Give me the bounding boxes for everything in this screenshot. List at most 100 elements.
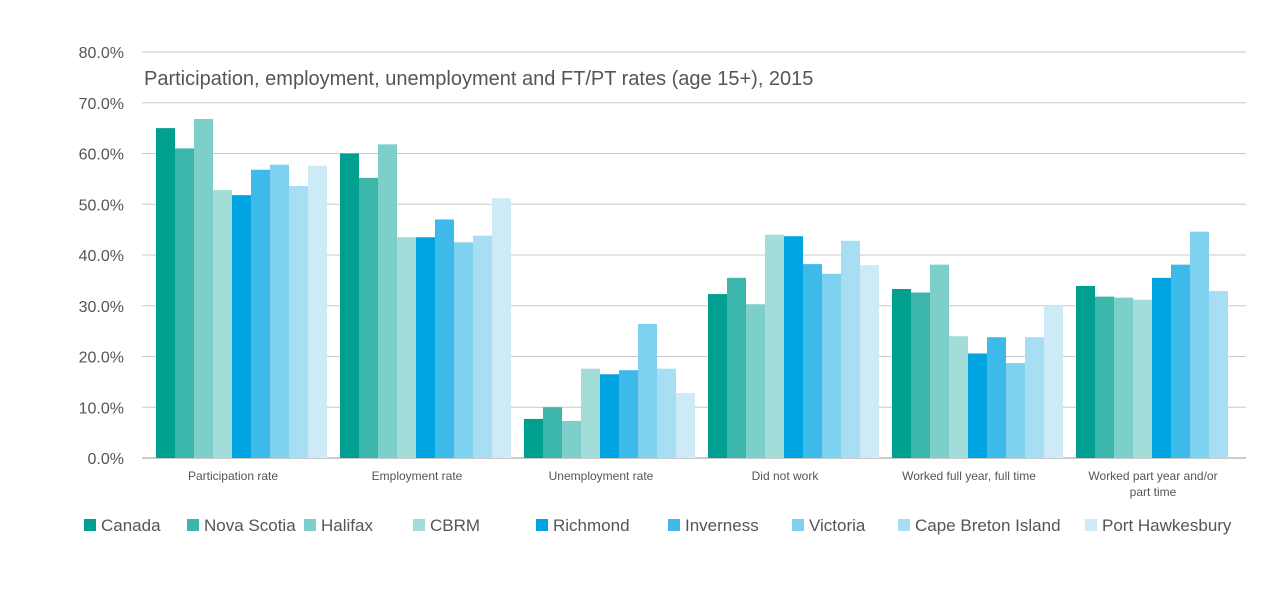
- bar-cape-breton-island: [1209, 291, 1228, 458]
- x-tick-label: Worked part year and/or: [1088, 469, 1217, 483]
- bar-canada: [340, 153, 359, 458]
- legend-swatch: [668, 519, 680, 531]
- y-axis: 0.0% 10.0% 20.0% 30.0% 40.0% 50.0% 60.0% 70.0% 8…: [79, 45, 124, 468]
- legend-item: Victoria: [792, 516, 866, 535]
- bar-inverness: [803, 264, 822, 458]
- bar-richmond: [232, 195, 251, 459]
- x-axis: Participation rate Employment rate Unemplo…: [188, 469, 1218, 499]
- x-tick-label: part time: [1130, 485, 1177, 499]
- bar-cbrm: [213, 190, 232, 459]
- legend-item: CBRM: [413, 516, 480, 535]
- bar-cbrm: [765, 234, 784, 458]
- legend-item: Port Hawkesbury: [1085, 516, 1232, 535]
- legend-swatch: [1085, 519, 1097, 531]
- bar-halifax: [1114, 297, 1133, 458]
- bar-cape-breton-island: [473, 235, 492, 458]
- legend-label: Cape Breton Island: [915, 516, 1061, 535]
- bar-nova-scotia: [911, 292, 930, 458]
- bar-halifax: [378, 144, 397, 459]
- bar-victoria: [454, 242, 473, 458]
- y-tick-label: 20.0%: [79, 350, 124, 367]
- bar-halifax: [194, 118, 213, 459]
- bar-cbrm: [949, 336, 968, 458]
- y-tick-label: 30.0%: [79, 299, 124, 316]
- bar-halifax: [930, 264, 949, 458]
- bar-nova-scotia: [175, 148, 194, 459]
- bar-cbrm: [581, 368, 600, 458]
- y-tick-label: 10.0%: [79, 400, 124, 417]
- legend-swatch: [413, 519, 425, 531]
- bar-port-hawkesbury: [1044, 305, 1063, 458]
- bar-richmond: [784, 236, 803, 458]
- legend-label: Richmond: [553, 516, 630, 535]
- bar-nova-scotia: [543, 407, 562, 458]
- bar-canada: [524, 418, 543, 458]
- bar-cape-breton-island: [841, 240, 860, 458]
- bar-halifax: [562, 420, 581, 458]
- legend-label: Halifax: [321, 516, 373, 535]
- bar-nova-scotia: [1095, 296, 1114, 458]
- legend-item: Cape Breton Island: [898, 516, 1061, 535]
- legend-swatch: [304, 519, 316, 531]
- bar-port-hawkesbury: [308, 165, 327, 458]
- y-tick-label: 0.0%: [88, 451, 124, 468]
- legend-swatch: [187, 519, 199, 531]
- legend-item: Halifax: [304, 516, 373, 535]
- y-tick-label: 70.0%: [79, 96, 124, 113]
- bar-richmond: [1152, 277, 1171, 458]
- legend-label: Victoria: [809, 516, 866, 535]
- legend-label: Inverness: [685, 516, 759, 535]
- bar-richmond: [968, 353, 987, 458]
- bar-inverness: [619, 370, 638, 458]
- y-tick-label: 50.0%: [79, 197, 124, 214]
- bar-cape-breton-island: [1025, 337, 1044, 458]
- x-tick-label: Participation rate: [188, 469, 278, 483]
- bar-inverness: [987, 337, 1006, 458]
- legend-item: Inverness: [668, 516, 759, 535]
- bar-victoria: [1190, 231, 1209, 458]
- bar-port-hawkesbury: [676, 393, 695, 458]
- x-tick-label: Worked full year, full time: [902, 469, 1036, 483]
- bar-victoria: [822, 273, 841, 458]
- legend-swatch: [536, 519, 548, 531]
- bar-inverness: [435, 219, 454, 458]
- bar-canada: [708, 294, 727, 458]
- x-tick-label: Did not work: [752, 469, 820, 483]
- legend-swatch: [84, 519, 96, 531]
- legend-label: Canada: [101, 516, 161, 535]
- bar-cbrm: [397, 237, 416, 458]
- legend-item: Richmond: [536, 516, 630, 535]
- bar-victoria: [1006, 363, 1025, 458]
- legend-swatch: [792, 519, 804, 531]
- x-tick-label: Unemployment rate: [549, 469, 654, 483]
- y-tick-label: 60.0%: [79, 147, 124, 164]
- legend-item: Nova Scotia: [187, 516, 296, 535]
- bar-halifax: [746, 304, 765, 458]
- bar-canada: [1076, 285, 1095, 458]
- bar-canada: [892, 289, 911, 458]
- y-tick-label: 40.0%: [79, 248, 124, 265]
- legend: Canada Nova Scotia Halifax CBRM Richmond Inve…: [84, 516, 1232, 535]
- legend-label: Nova Scotia: [204, 516, 296, 535]
- y-tick-label: 80.0%: [79, 45, 124, 62]
- x-tick-label: Employment rate: [372, 469, 463, 483]
- bar-nova-scotia: [727, 277, 746, 458]
- chart-title: Participation, employment, unemployment …: [144, 68, 813, 90]
- bar-cape-breton-island: [657, 368, 676, 458]
- bar-canada: [156, 128, 175, 458]
- bar-richmond: [416, 237, 435, 458]
- bar-victoria: [270, 164, 289, 459]
- bar-inverness: [1171, 264, 1190, 458]
- bar-port-hawkesbury: [492, 198, 511, 458]
- bar-cbrm: [1133, 299, 1152, 458]
- legend-item: Canada: [84, 516, 161, 535]
- bar-port-hawkesbury: [860, 265, 879, 458]
- bar-cape-breton-island: [289, 185, 308, 459]
- legend-label: Port Hawkesbury: [1102, 516, 1232, 535]
- legend-label: CBRM: [430, 516, 480, 535]
- bar-nova-scotia: [359, 177, 378, 459]
- bar-richmond: [600, 374, 619, 458]
- bar-victoria: [638, 324, 657, 458]
- bar-inverness: [251, 169, 270, 459]
